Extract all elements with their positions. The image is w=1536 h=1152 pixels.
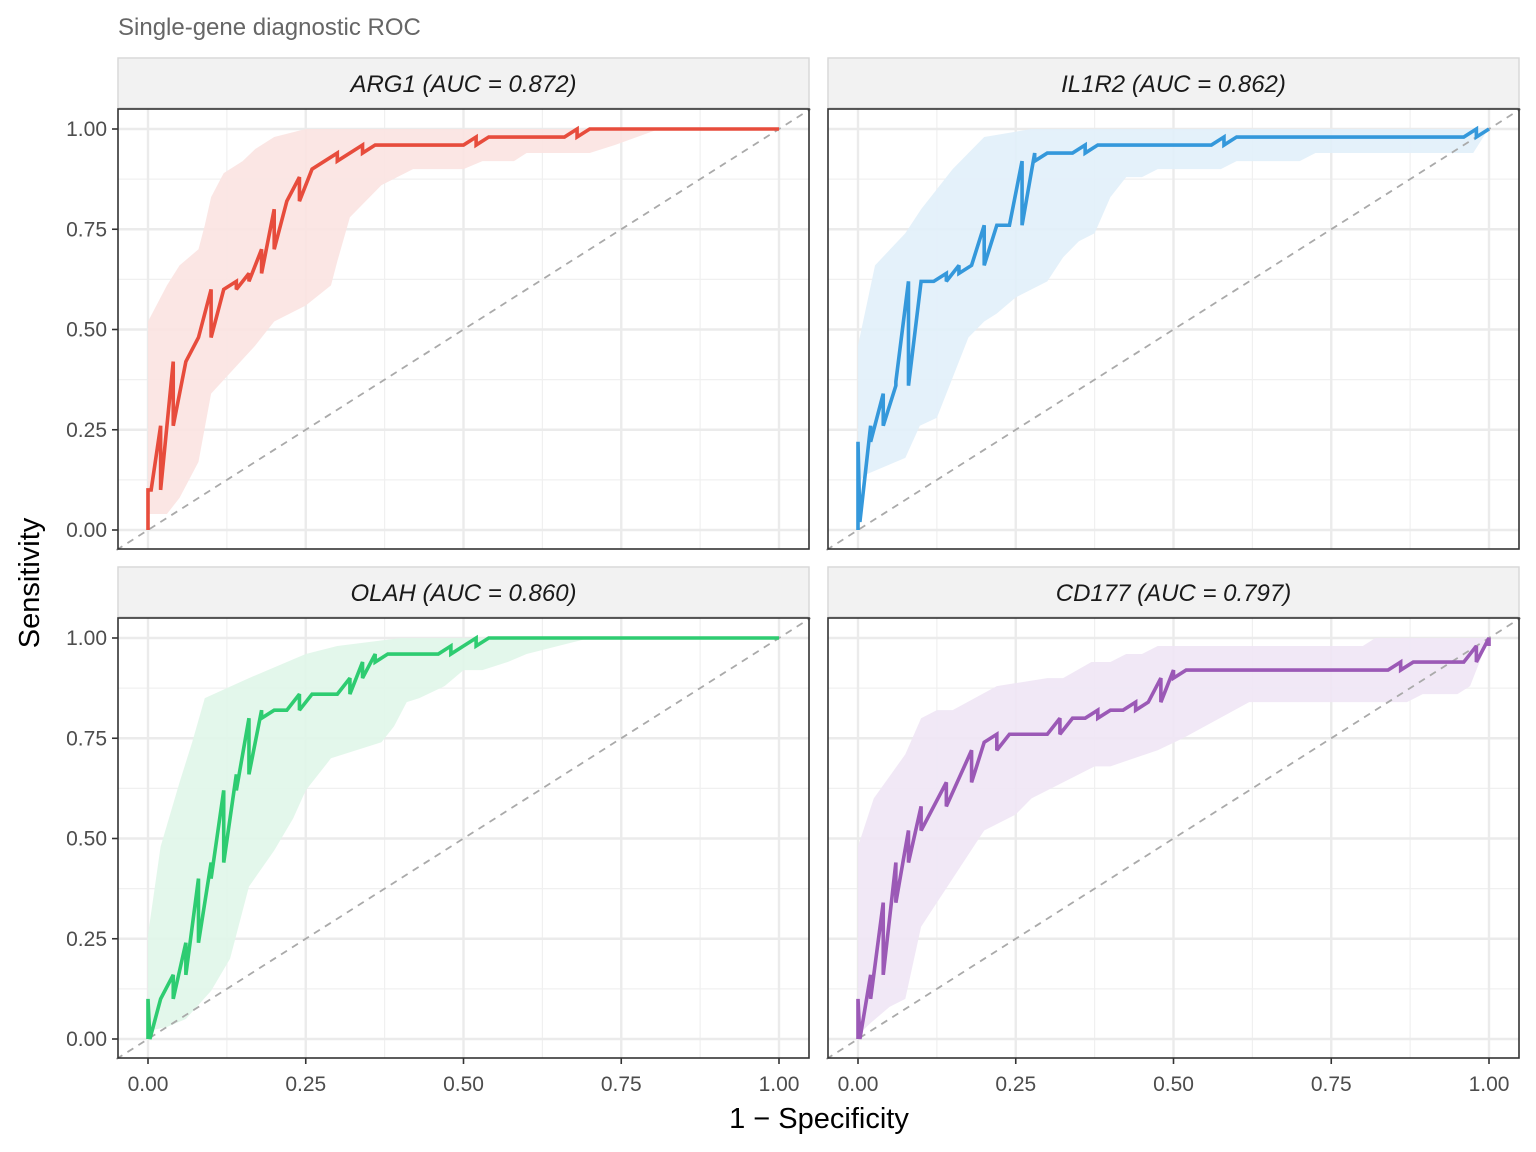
roc-curve: [856, 637, 1491, 1040]
x-tick-label: 0.50: [1153, 1073, 1194, 1096]
x-tick-label: 0.75: [1311, 1073, 1352, 1096]
y-tick-label: 1.00: [66, 627, 107, 650]
y-tick-label: 0.25: [66, 928, 107, 951]
facet-strip: [117, 57, 810, 109]
panel-olah: OLAH (AUC = 0.860) 0.00 0.25 0.50 0.75 1.00 0.…: [66, 566, 812, 1096]
panel-il1r2: IL1R2 (AUC = 0.862): [825, 57, 1522, 551]
x-tick-label: 1.00: [759, 1073, 800, 1096]
y-tick-label: 0.00: [66, 1028, 107, 1051]
ci-band: [148, 129, 779, 514]
ci-band: [148, 638, 779, 1031]
panel-border: [827, 108, 1520, 550]
y-axis-title: Sensitivity: [14, 517, 46, 648]
y-tick-label: 0.50: [66, 828, 107, 851]
y-tick-label: 0.75: [66, 218, 107, 241]
y-tick-label: 0.25: [66, 419, 107, 442]
panel-cd177: CD177 (AUC = 0.797) 0.00 0.25 0.50 0.75 1.00: [825, 566, 1522, 1096]
y-tick-label: 0.00: [66, 519, 107, 542]
x-tick-label: 1.00: [1469, 1073, 1510, 1096]
facet-strip: [827, 566, 1520, 618]
x-axis-title: 1 − Specificity: [729, 1103, 909, 1135]
ci-band: [858, 129, 1489, 482]
chart-subtitle: Single-gene diagnostic ROC: [118, 14, 421, 41]
roc-curve: [856, 125, 1490, 530]
facet-strip-label: CD177 (AUC = 0.797): [1056, 580, 1291, 607]
x-tick-label: 0.00: [838, 1073, 879, 1096]
x-tick-label: 0.50: [443, 1073, 484, 1096]
y-tick-label: 1.00: [66, 118, 107, 141]
facet-strip-label: ARG1 (AUC = 0.872): [348, 71, 576, 98]
facet-strip: [827, 57, 1520, 109]
facet-strip-label: OLAH (AUC = 0.860): [350, 580, 576, 607]
facet-strip: [117, 566, 810, 618]
roc-curve: [146, 125, 779, 530]
x-tick-label: 0.75: [601, 1073, 642, 1096]
y-tick-label: 0.75: [66, 727, 107, 750]
panels: ARG1 (AUC = 0.872) 0.00 0.25 0.50 0.75 1.00 IL…: [66, 57, 1522, 1096]
y-tick-label: 0.50: [66, 319, 107, 342]
x-tick-label: 0.00: [128, 1073, 169, 1096]
x-tick-label: 0.25: [285, 1073, 326, 1096]
panel-arg1: ARG1 (AUC = 0.872) 0.00 0.25 0.50 0.75 1.00: [66, 57, 812, 551]
ci-band: [858, 638, 1489, 1035]
x-tick-label: 0.25: [995, 1073, 1036, 1096]
facet-strip-label: IL1R2 (AUC = 0.862): [1061, 71, 1286, 98]
roc-curve: [146, 634, 779, 1040]
